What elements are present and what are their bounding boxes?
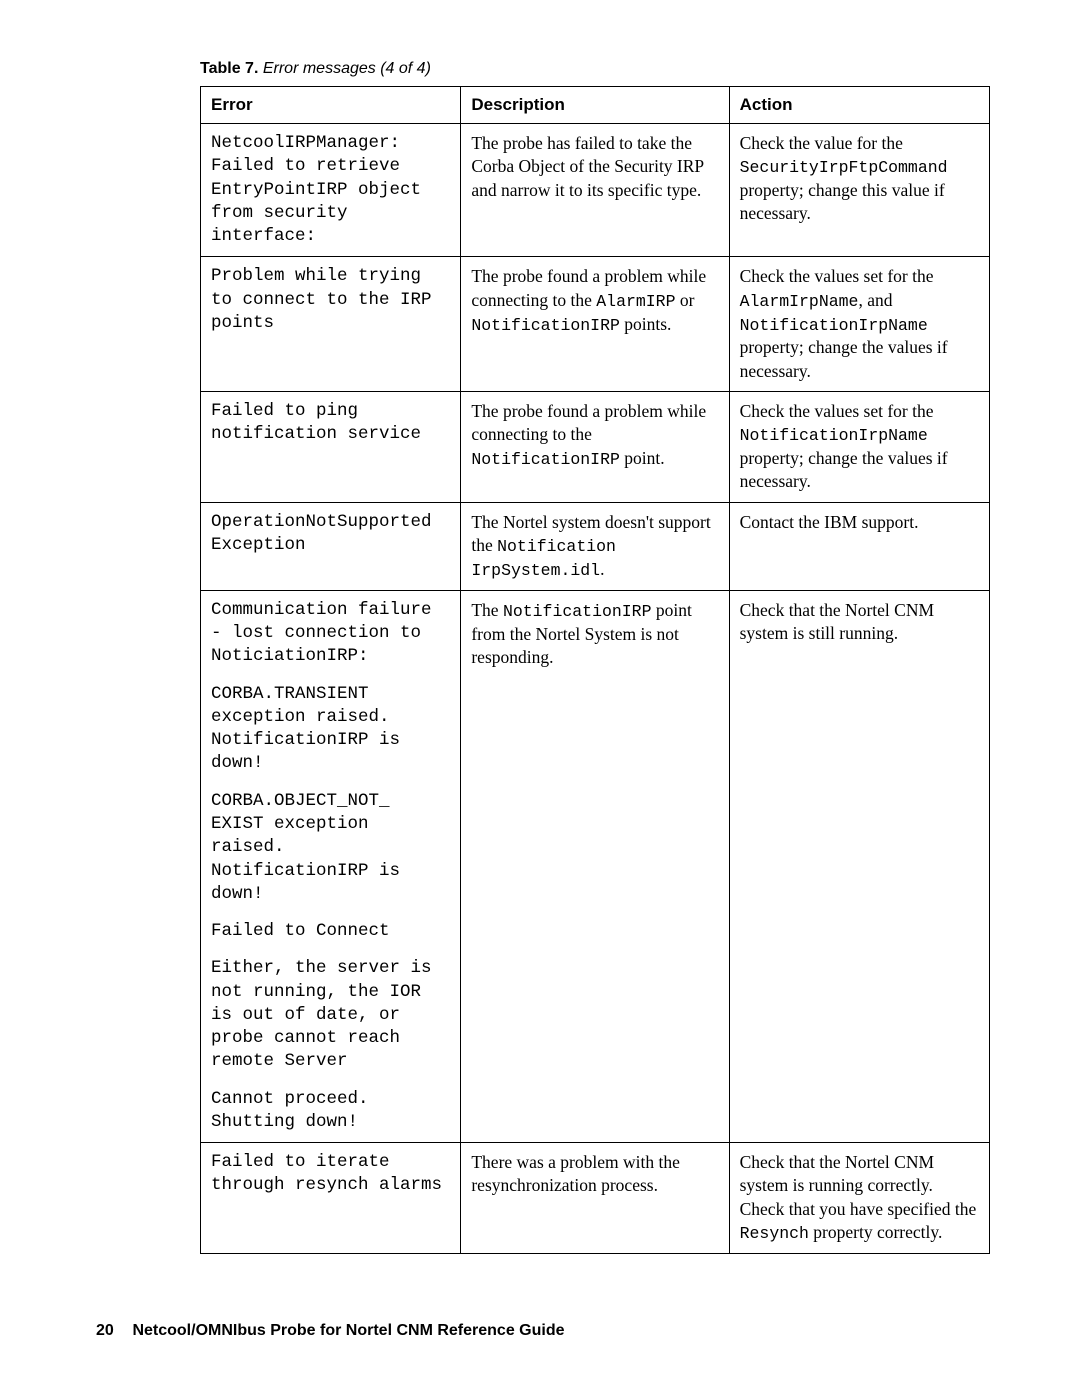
- cell-action: Check the values set for the Notificatio…: [729, 392, 989, 503]
- table-row: Communication failure - lost connection …: [201, 590, 990, 1142]
- cell-description: The probe found a problem while connecti…: [461, 257, 729, 392]
- caption-title: Error messages (4 of 4): [258, 60, 431, 77]
- cell-description: The Nortel system doesn't support the No…: [461, 502, 729, 590]
- page-number: 20: [96, 1322, 128, 1340]
- table-row: NetcoolIRPManager: Failed to retrieve En…: [201, 124, 990, 257]
- footer-title: Netcool/OMNIbus Probe for Nortel CNM Ref…: [132, 1322, 564, 1339]
- cell-error: OperationNotSupported Exception: [201, 502, 461, 590]
- cell-action: Contact the IBM support.: [729, 502, 989, 590]
- header-action: Action: [729, 87, 989, 124]
- cell-error: Failed to ping notification service: [201, 392, 461, 503]
- table-header-row: Error Description Action: [201, 87, 990, 124]
- cell-description: There was a problem with the resynchroni…: [461, 1143, 729, 1254]
- table-row: Problem while trying to connect to the I…: [201, 257, 990, 392]
- error-table: Error Description Action NetcoolIRPManag…: [200, 86, 990, 1254]
- cell-action: Check the value for the SecurityIrpFtpCo…: [729, 124, 989, 257]
- cell-error: NetcoolIRPManager: Failed to retrieve En…: [201, 124, 461, 257]
- caption-label: Table 7.: [200, 60, 258, 77]
- cell-error: Failed to iterate through resynch alarms: [201, 1143, 461, 1254]
- table-row: Failed to ping notification service The …: [201, 392, 990, 503]
- cell-error: Problem while trying to connect to the I…: [201, 257, 461, 392]
- header-error: Error: [201, 87, 461, 124]
- page-footer: 20 Netcool/OMNIbus Probe for Nortel CNM …: [96, 1322, 565, 1340]
- cell-action: Check that the Nortel CNM system is runn…: [729, 1143, 989, 1254]
- table-row: OperationNotSupported Exception The Nort…: [201, 502, 990, 590]
- cell-description: The probe found a problem while connecti…: [461, 392, 729, 503]
- cell-description: The NotificationIRP point from the Norte…: [461, 590, 729, 1142]
- cell-error: Communication failure - lost connection …: [201, 590, 461, 1142]
- table-row: Failed to iterate through resynch alarms…: [201, 1143, 990, 1254]
- cell-action: Check the values set for the AlarmIrpNam…: [729, 257, 989, 392]
- table-caption: Table 7. Error messages (4 of 4): [200, 60, 990, 78]
- cell-action: Check that the Nortel CNM system is stil…: [729, 590, 989, 1142]
- header-description: Description: [461, 87, 729, 124]
- cell-description: The probe has failed to take the Corba O…: [461, 124, 729, 257]
